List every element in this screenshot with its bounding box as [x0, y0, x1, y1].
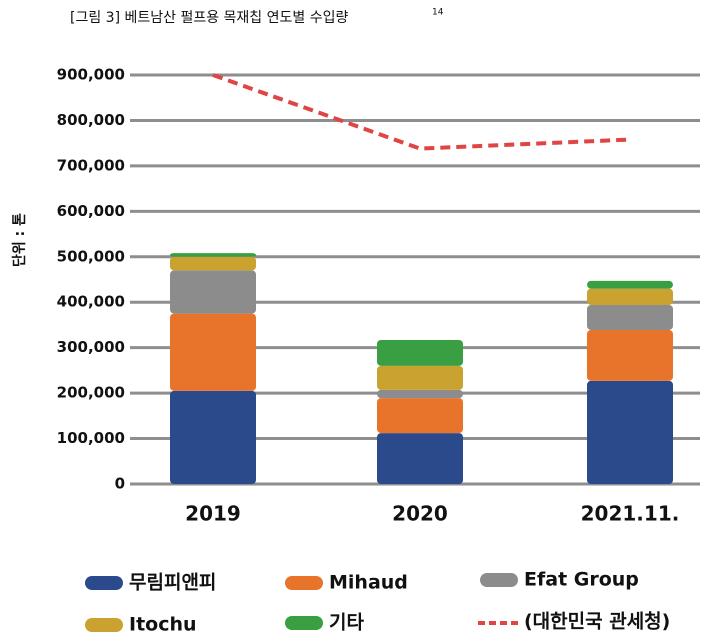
bar-segment: [587, 288, 673, 305]
legend-label: 무림피앤피: [129, 572, 216, 594]
chart-title: [그림 3] 베트남산 펄프용 목재칩 연도별 수입량: [70, 10, 348, 26]
x-tick-label: 2021.11.: [581, 502, 680, 526]
bar-segment: [170, 313, 256, 391]
y-tick-label: 800,000: [57, 111, 125, 129]
legend-label: Mihaud: [329, 572, 408, 594]
bar-segment: [170, 256, 256, 271]
legend-label: Efat Group: [524, 569, 639, 591]
bar-segment: [170, 390, 256, 484]
x-tick-label: 2020: [392, 502, 448, 526]
legend-swatch: [85, 618, 123, 632]
y-tick-label: 700,000: [57, 156, 125, 174]
bar-segment: [377, 389, 463, 399]
y-tick-label: 500,000: [57, 247, 125, 265]
bar-segment: [170, 253, 256, 257]
y-tick-label: 400,000: [57, 293, 125, 311]
legend-swatch: [85, 576, 123, 590]
y-tick-label: 200,000: [57, 384, 125, 402]
bar-segment: [377, 433, 463, 484]
bar-segment: [377, 365, 463, 390]
legend-label: (대한민국 관세청): [524, 611, 670, 633]
y-axis-label: 단위 : 톤: [11, 213, 28, 267]
x-tick-label: 2019: [185, 502, 241, 526]
bar-segment: [587, 280, 673, 289]
legend-swatch: [480, 573, 518, 587]
bar-segment: [587, 380, 673, 484]
y-tick-label: 600,000: [57, 202, 125, 220]
bar-segment: [377, 398, 463, 434]
legend-swatch: [285, 616, 323, 630]
bar-segment: [170, 270, 256, 314]
title-footnote: 14: [432, 8, 444, 18]
bar-segment: [587, 329, 673, 381]
legend-label: 기타: [329, 612, 364, 634]
bar-segment: [587, 304, 673, 330]
y-tick-label: 900,000: [57, 66, 125, 84]
line-series: [212, 73, 631, 151]
y-tick-label: 300,000: [57, 338, 125, 356]
y-tick-label: 0: [115, 475, 125, 493]
y-tick-label: 100,000: [57, 429, 125, 447]
legend-label: Itochu: [129, 614, 197, 636]
legend-swatch: [285, 576, 323, 590]
bar-segment: [377, 339, 463, 366]
